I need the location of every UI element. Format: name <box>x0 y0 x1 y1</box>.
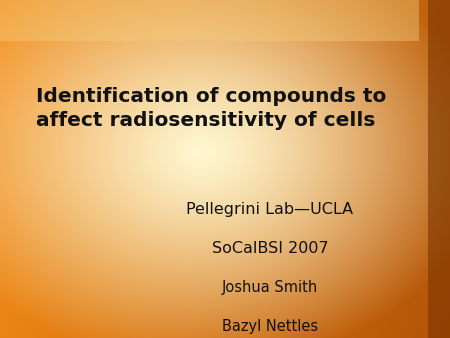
Text: SoCalBSI 2007: SoCalBSI 2007 <box>212 241 328 256</box>
Bar <box>0 0 418 41</box>
Text: Pellegrini Lab—UCLA: Pellegrini Lab—UCLA <box>186 202 354 217</box>
Text: Joshua Smith: Joshua Smith <box>222 280 318 295</box>
Bar <box>428 0 450 338</box>
Text: Bazyl Nettles: Bazyl Nettles <box>222 319 318 334</box>
Text: Identification of compounds to
affect radiosensitivity of cells: Identification of compounds to affect ra… <box>36 87 387 130</box>
